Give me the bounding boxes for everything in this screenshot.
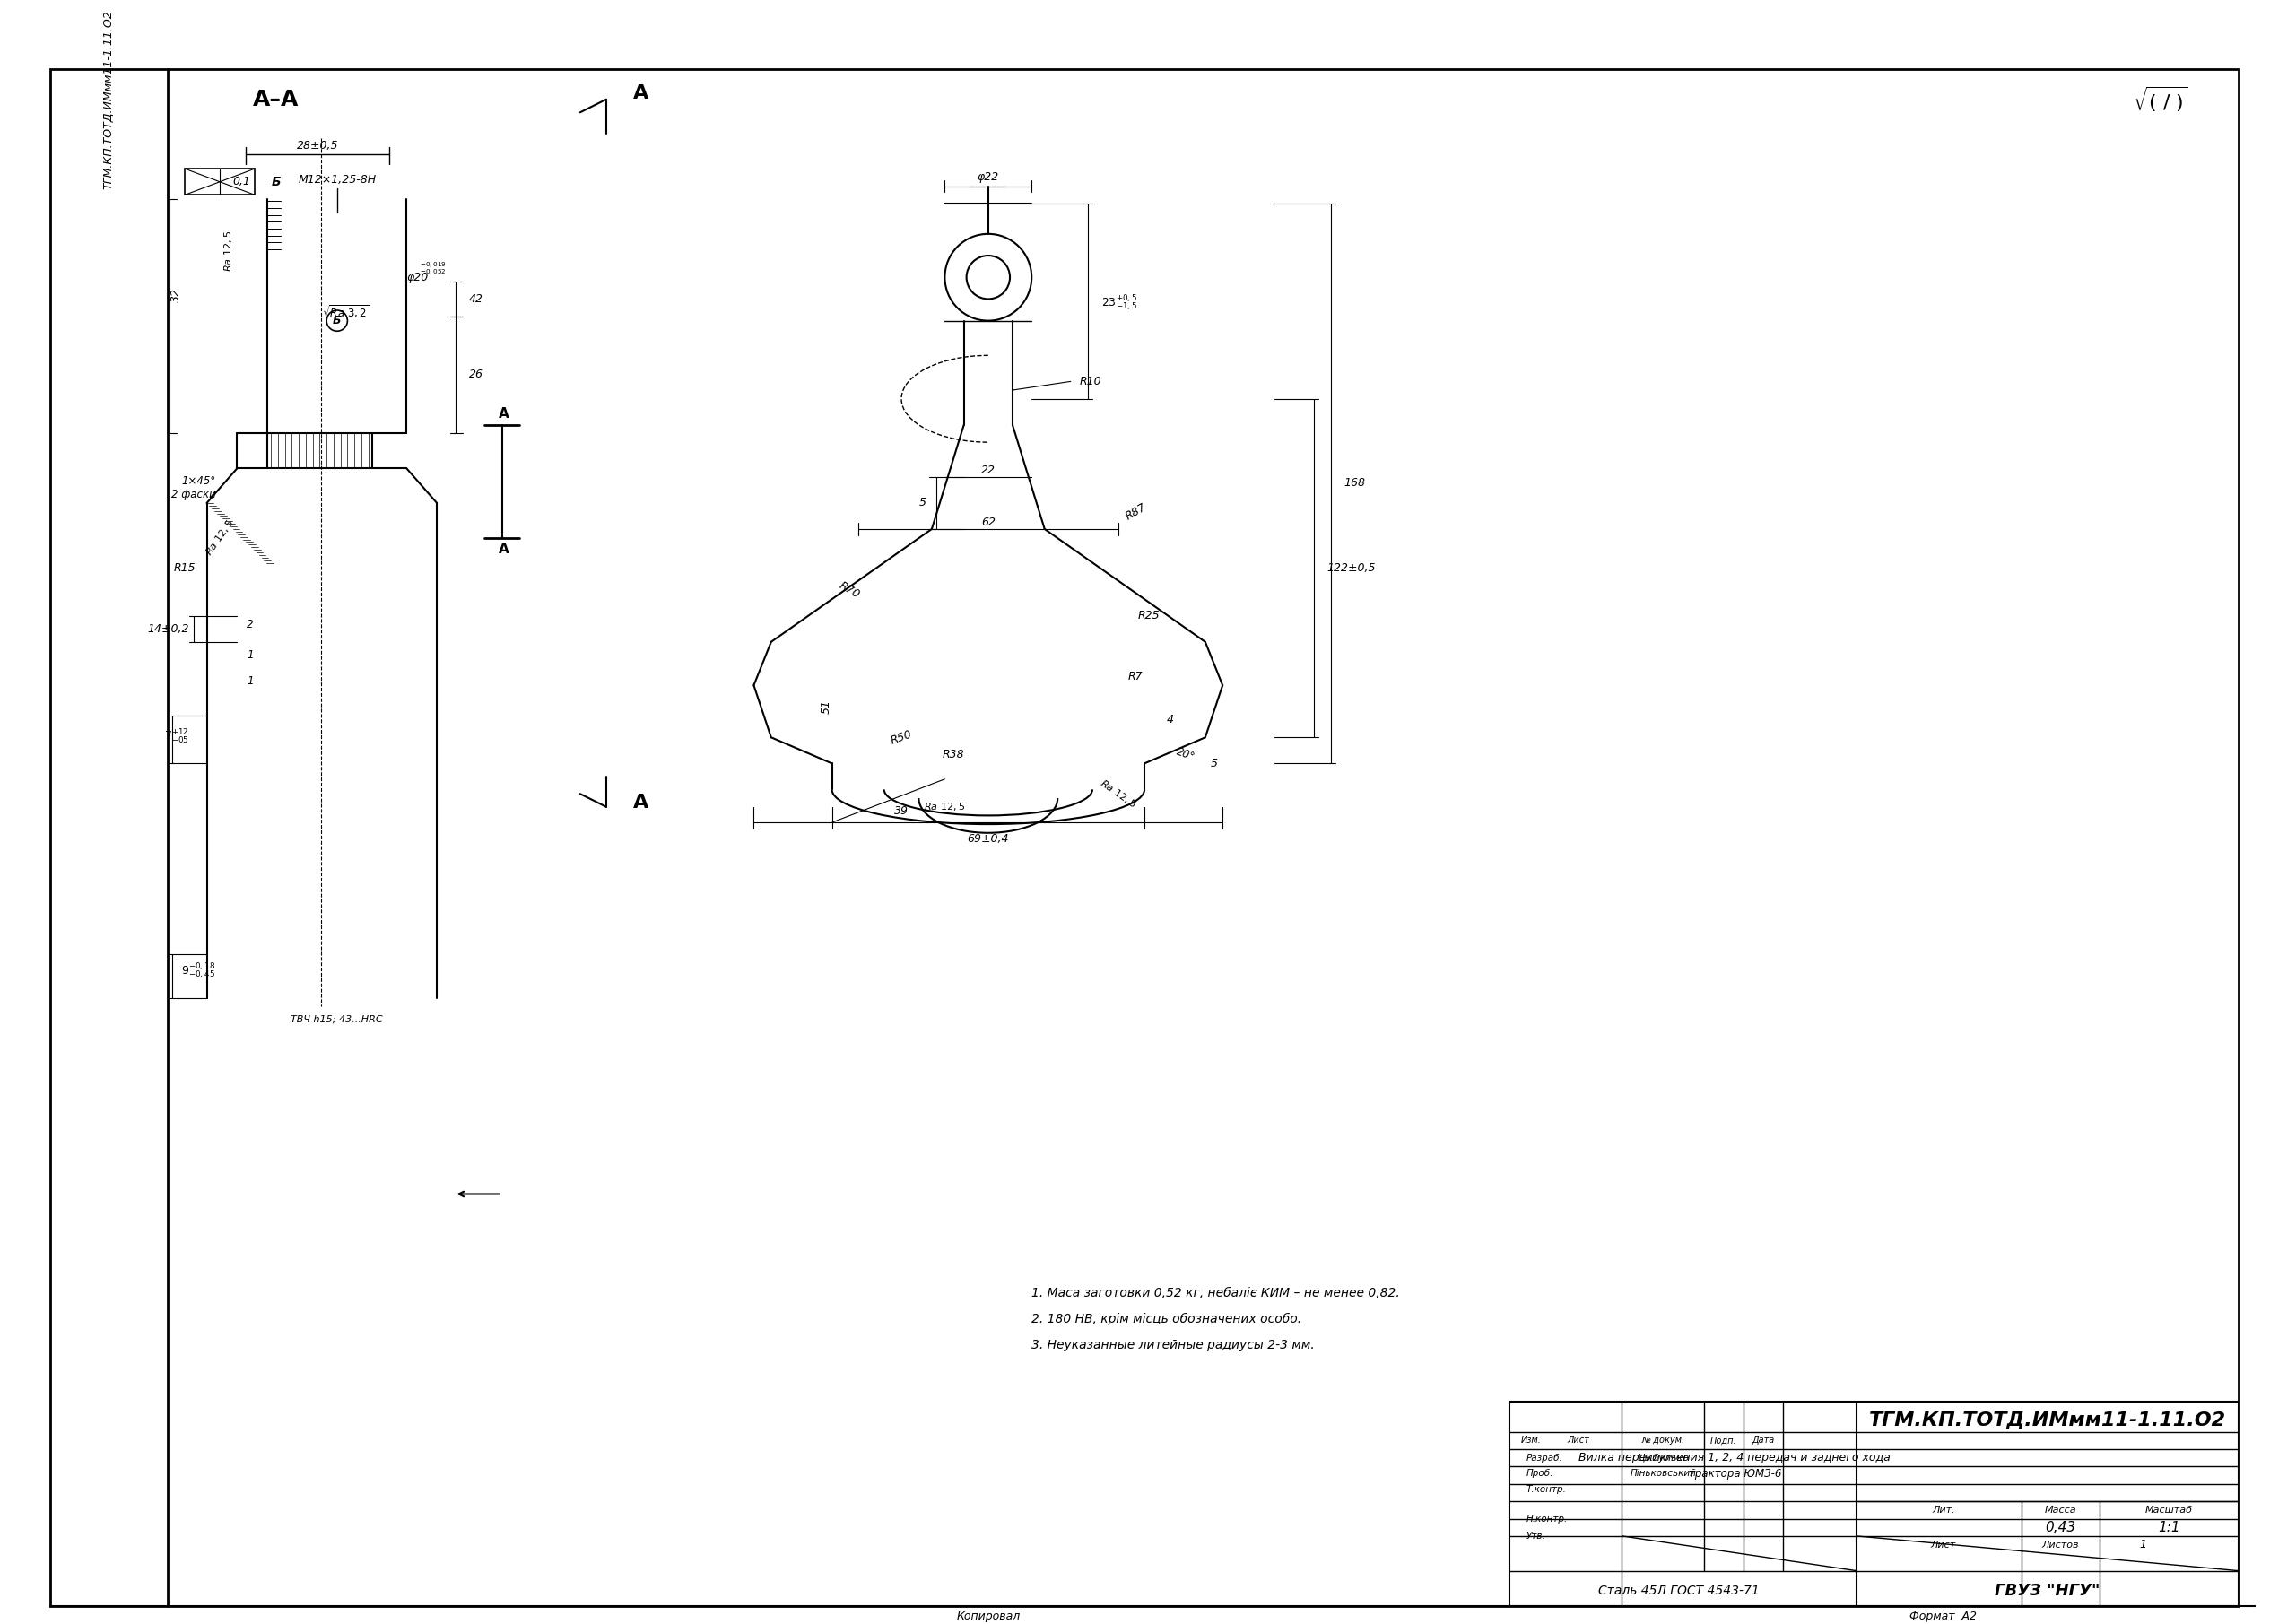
Text: 22: 22 <box>980 464 996 476</box>
Text: Масса: Масса <box>2043 1505 2076 1515</box>
Text: 69±0,4: 69±0,4 <box>967 833 1008 844</box>
Text: 168: 168 <box>1343 477 1366 489</box>
Text: Изм.: Изм. <box>1520 1436 1541 1445</box>
Text: φ22: φ22 <box>978 172 999 184</box>
Text: $Ra\ 12,5$: $Ra\ 12,5$ <box>1097 778 1139 810</box>
Text: 5: 5 <box>918 497 928 508</box>
Text: Копировал: Копировал <box>955 1611 1019 1622</box>
Text: 2: 2 <box>248 619 253 630</box>
Text: Подп.: Подп. <box>1711 1436 1736 1445</box>
Text: Формат  А2: Формат А2 <box>1910 1611 1977 1622</box>
Bar <box>1508 1402 2239 1606</box>
Text: $7^{+12}_{-05}$: $7^{+12}_{-05}$ <box>163 728 188 747</box>
Text: R10: R10 <box>1079 375 1102 387</box>
Text: Листов: Листов <box>2041 1540 2080 1549</box>
Text: 1:1: 1:1 <box>2158 1520 2179 1535</box>
Text: 3. Неуказанные литейные радиусы 2-3 мм.: 3. Неуказанные литейные радиусы 2-3 мм. <box>1031 1338 1316 1351</box>
Text: φ20: φ20 <box>406 271 429 283</box>
Text: Б: Б <box>271 175 280 188</box>
Text: Вилка переключения 1, 2, 4 передач и заднего хода: Вилка переключения 1, 2, 4 передач и зад… <box>1580 1452 1892 1463</box>
Text: 51: 51 <box>820 700 831 715</box>
Text: Утв.: Утв. <box>1527 1531 1545 1541</box>
Text: 1: 1 <box>2140 1540 2147 1551</box>
Text: 2 фаски: 2 фаски <box>170 489 216 500</box>
Text: Дата: Дата <box>1752 1436 1775 1445</box>
Text: А: А <box>634 84 650 102</box>
Text: Лит.: Лит. <box>1931 1505 1954 1515</box>
Text: R25: R25 <box>1139 611 1159 622</box>
Text: трактора ЮМЗ-6: трактора ЮМЗ-6 <box>1688 1468 1782 1479</box>
Text: R70: R70 <box>836 580 861 601</box>
Text: 42: 42 <box>468 294 484 305</box>
Text: Лист: Лист <box>1568 1436 1589 1445</box>
Text: R50: R50 <box>889 728 914 747</box>
Text: Т.контр.: Т.контр. <box>1527 1484 1566 1494</box>
Text: Н.контр.: Н.контр. <box>1527 1514 1568 1523</box>
Text: 26: 26 <box>468 369 484 380</box>
Text: Масштаб: Масштаб <box>2144 1505 2193 1515</box>
Text: Лист: Лист <box>1931 1540 1956 1549</box>
Text: 62: 62 <box>980 516 996 528</box>
Text: 5: 5 <box>1210 757 1217 770</box>
Text: $23^{+0,5}_{-1,5}$: $23^{+0,5}_{-1,5}$ <box>1102 294 1137 313</box>
Text: $Ra\ 12,5$: $Ra\ 12,5$ <box>925 801 964 812</box>
Text: $^{-0,019}_{-0,052}$: $^{-0,019}_{-0,052}$ <box>420 260 445 278</box>
Text: 2. 180 НВ, крім місць обозначених особо.: 2. 180 НВ, крім місць обозначених особо. <box>1031 1312 1302 1325</box>
Text: А: А <box>634 794 650 812</box>
Text: $\sqrt{(\ /\ )}$: $\sqrt{(\ /\ )}$ <box>2133 84 2188 114</box>
Text: ТВЧ h15; 43...HRC: ТВЧ h15; 43...HRC <box>292 1015 383 1025</box>
Text: № докум.: № докум. <box>1642 1436 1685 1445</box>
Text: 39: 39 <box>893 806 909 817</box>
Text: Разраб.: Разраб. <box>1527 1453 1564 1462</box>
Text: 1: 1 <box>248 650 253 661</box>
Text: 1. Маса заготовки 0,52 кг, небаліє КИМ – не менее 0,82.: 1. Маса заготовки 0,52 кг, небаліє КИМ –… <box>1031 1286 1401 1299</box>
Text: Сталь 45Л ГОСТ 4543-71: Сталь 45Л ГОСТ 4543-71 <box>1598 1585 1759 1596</box>
Text: 28±0,5: 28±0,5 <box>296 140 340 151</box>
Bar <box>186 169 255 195</box>
Text: А: А <box>498 408 510 421</box>
Text: ГВУЗ "НГУ": ГВУЗ "НГУ" <box>1995 1583 2101 1598</box>
Text: 14±0,2: 14±0,2 <box>147 624 191 635</box>
Text: Цыбулько: Цыбулько <box>1637 1453 1690 1462</box>
Text: ТГМ.КП.ТОТД.ИМмм11-1.11.О2: ТГМ.КП.ТОТД.ИМмм11-1.11.О2 <box>1869 1411 2225 1429</box>
Text: А–А: А–А <box>253 89 298 110</box>
Text: ТГМ.КП.ТОТД.ИМмм11-1.11.О2: ТГМ.КП.ТОТД.ИМмм11-1.11.О2 <box>103 10 115 188</box>
Text: 122±0,5: 122±0,5 <box>1327 562 1375 573</box>
Text: R87: R87 <box>1123 502 1148 523</box>
Text: 0,1: 0,1 <box>232 175 250 188</box>
Text: Б: Б <box>333 315 342 326</box>
Text: $Ra\ 12,5$: $Ra\ 12,5$ <box>204 518 236 559</box>
Text: Піньковський: Піньковський <box>1630 1470 1697 1478</box>
Text: $\sqrt{Ra\ 3,2}$: $\sqrt{Ra\ 3,2}$ <box>321 304 370 320</box>
Text: R15: R15 <box>174 562 195 573</box>
Text: А: А <box>498 542 510 555</box>
Text: М12×1,25-8Н: М12×1,25-8Н <box>298 174 377 185</box>
Text: Проб.: Проб. <box>1527 1470 1554 1478</box>
Text: 1: 1 <box>248 676 253 687</box>
Text: 1×45°: 1×45° <box>181 476 216 487</box>
Text: 32: 32 <box>170 287 181 302</box>
Text: 0,43: 0,43 <box>2046 1520 2076 1535</box>
Text: R7: R7 <box>1127 671 1143 682</box>
Text: $Ra\ 12,5$: $Ra\ 12,5$ <box>223 231 234 271</box>
Text: 4: 4 <box>1166 715 1173 726</box>
Text: $9^{-0,18}_{-0,45}$: $9^{-0,18}_{-0,45}$ <box>181 961 216 981</box>
Text: 20°: 20° <box>1176 745 1196 763</box>
Text: R38: R38 <box>941 749 964 760</box>
